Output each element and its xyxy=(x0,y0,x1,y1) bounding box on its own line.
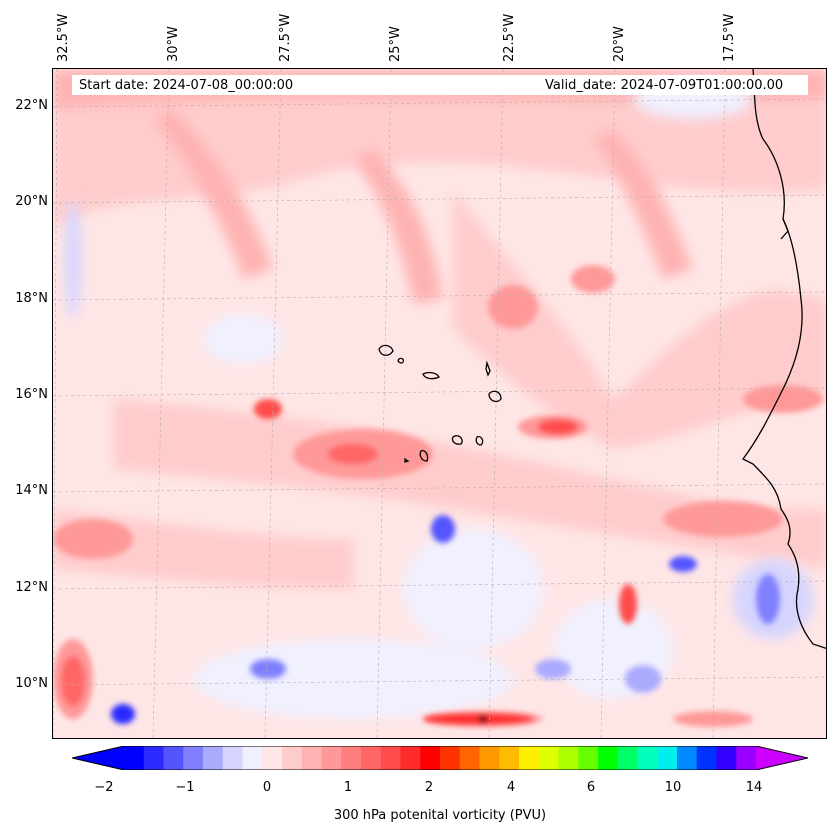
colorbar-segment xyxy=(282,746,303,770)
colorbar-tick-label: 4 xyxy=(506,780,516,795)
valid-date-label: Valid_date: 2024-07-09T01:00:00.00 xyxy=(545,78,784,93)
lon-label-22-5w: 22.5°W xyxy=(502,13,517,62)
colorbar-segment xyxy=(538,746,559,770)
colorbar-segment xyxy=(163,746,184,770)
colorbar-tick-label: 0 xyxy=(262,780,272,795)
map-panel[interactable] xyxy=(52,68,827,739)
lon-label-27-5w: 27.5°W xyxy=(278,13,293,62)
colorbar-low-arrow xyxy=(72,746,124,770)
colorbar-high-arrow xyxy=(756,746,808,770)
colorbar-segment xyxy=(479,746,500,770)
colorbar-segment xyxy=(637,746,658,770)
lat-label-14n: 14°N xyxy=(15,483,48,498)
lon-label-32-5w: 32.5°W xyxy=(56,13,71,62)
colorbar-segment xyxy=(736,746,757,770)
colorbar-tick-label: 2 xyxy=(424,780,434,795)
colorbar-tick-label: 10 xyxy=(664,780,682,795)
colorbar-tick-label: −1 xyxy=(175,780,195,795)
colorbar-segment xyxy=(499,746,520,770)
colorbar-segment xyxy=(459,746,480,770)
date-header-box xyxy=(72,75,808,95)
cape-verde-islands xyxy=(378,344,502,463)
colorbar-segment xyxy=(440,746,461,770)
colorbar-title: 300 hPa potenital vorticity (PVU) xyxy=(333,808,547,823)
colorbar xyxy=(72,746,808,770)
colorbar-segment xyxy=(222,746,243,770)
colorbar-segment xyxy=(143,746,164,770)
colorbar-segment xyxy=(321,746,342,770)
colorbar-segment xyxy=(124,746,145,770)
colorbar-segment xyxy=(598,746,619,770)
lat-label-12n: 12°N xyxy=(15,580,48,595)
africa-coastline xyxy=(742,69,826,650)
pv-field-map xyxy=(53,69,826,738)
colorbar-segment xyxy=(420,746,441,770)
lon-label-20w: 20°W xyxy=(612,26,627,62)
pv-strong-cores xyxy=(61,399,637,724)
colorbar-tick-label: 6 xyxy=(586,780,596,795)
pv-moderate-cores xyxy=(53,265,823,727)
lat-label-22n: 22°N xyxy=(15,98,48,113)
lon-label-30w: 30°W xyxy=(166,26,181,62)
lat-label-10n: 10°N xyxy=(15,676,48,691)
colorbar-segment xyxy=(301,746,322,770)
map-graticule xyxy=(53,69,826,738)
colorbar-segment xyxy=(677,746,698,770)
lat-label-20n: 20°N xyxy=(15,194,48,209)
pv-blue-patches xyxy=(65,79,813,719)
lon-label-25w: 25°W xyxy=(388,26,403,62)
colorbar-segment xyxy=(380,746,401,770)
colorbar-segment xyxy=(262,746,283,770)
colorbar-segment xyxy=(578,746,599,770)
lon-label-17-5w: 17.5°W xyxy=(722,13,737,62)
colorbar-segment xyxy=(400,746,421,770)
colorbar-segment xyxy=(716,746,737,770)
lat-label-16n: 16°N xyxy=(15,387,48,402)
colorbar-segment xyxy=(617,746,638,770)
colorbar-segment xyxy=(183,746,204,770)
colorbar-segment xyxy=(558,746,579,770)
colorbar-segment xyxy=(657,746,678,770)
colorbar-segment xyxy=(696,746,717,770)
colorbar-segment xyxy=(242,746,263,770)
colorbar-tick-label: 14 xyxy=(745,780,763,795)
colorbar-segment xyxy=(203,746,224,770)
lat-label-18n: 18°N xyxy=(15,291,48,306)
colorbar-segment xyxy=(361,746,382,770)
colorbar-tick-label: −2 xyxy=(94,780,114,795)
colorbar-tick-label: 1 xyxy=(343,780,353,795)
colorbar-segment xyxy=(341,746,362,770)
start-date-label: Start date: 2024-07-08_00:00:00 xyxy=(79,78,294,93)
colorbar-segment xyxy=(519,746,540,770)
